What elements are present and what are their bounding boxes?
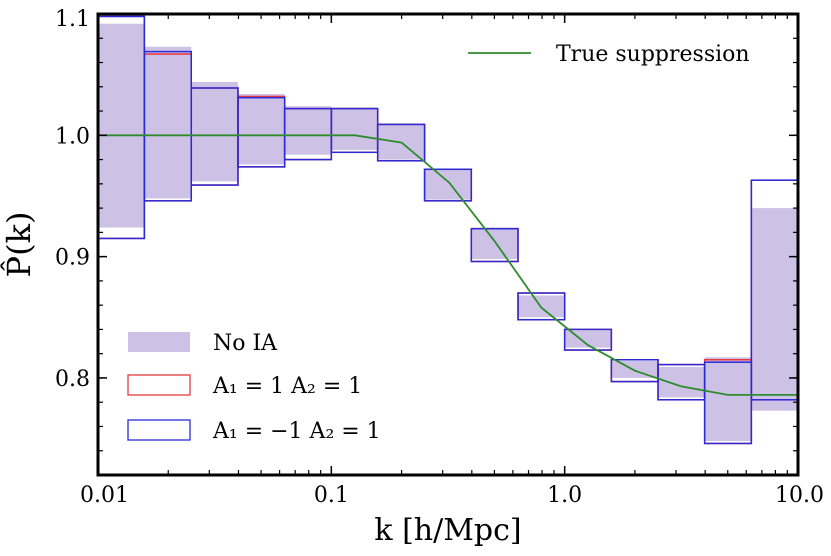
y-tick-label: 0.8 [55, 367, 90, 392]
x-tick-label: 10.0 [775, 483, 824, 508]
legend-label: No IA [213, 331, 278, 356]
legend-label: A₁ = −1 A₂ = 1 [212, 419, 381, 444]
legend-swatch-ia-negative [127, 419, 191, 441]
x-tick-label: 0.1 [314, 483, 349, 508]
true-suppression-line [98, 134, 798, 396]
ia-negative-box [750, 179, 798, 401]
x-tick-label: 1.0 [547, 483, 582, 508]
no-ia-box [284, 106, 332, 155]
legend-label-true-suppression: True suppression [556, 42, 750, 67]
legends: No IA A₁ = 1 A₂ = 1 A₁ = −1 A₂ = 1 True sup… [127, 42, 750, 444]
no-ia-box [658, 367, 705, 398]
plot-frame [96, 12, 800, 477]
ia-negative-box [563, 328, 613, 351]
y-tick-label: 1.0 [55, 124, 90, 149]
plot-area [98, 15, 798, 445]
ia-negative-box [703, 361, 753, 445]
no-ia-box [98, 23, 145, 228]
no-ia-box [471, 227, 519, 260]
no-ia-box [191, 81, 238, 182]
legend-swatch-no-ia [128, 332, 190, 352]
ia-negative-box [517, 292, 566, 321]
y-tick-label: 1.1 [55, 7, 90, 32]
ia-negative-box [423, 168, 473, 202]
legend-label: A₁ = 1 A₂ = 1 [212, 374, 362, 399]
y-axis-label: P̂(k) [0, 212, 38, 278]
no-ia-box [144, 46, 192, 199]
x-tick-label: 0.01 [80, 483, 129, 508]
no-ia-box [751, 208, 798, 411]
axes: 0.01 0.1 1.0 10.0 0.8 0.9 1.0 1.1 k [h/Mpc] P̂(k) [0, 7, 824, 548]
legend-swatch-ia-positive [127, 374, 191, 396]
no-ia-box [424, 169, 472, 200]
no-ia-box [331, 107, 378, 150]
plot-layer [98, 15, 798, 445]
y-tick-label: 0.9 [55, 246, 90, 271]
no-ia-box [704, 357, 752, 442]
ia-negative-box [470, 227, 519, 263]
ia-negative-box [376, 123, 426, 162]
x-axis-label: k [h/Mpc] [374, 513, 521, 548]
no-ia-box [237, 94, 285, 165]
